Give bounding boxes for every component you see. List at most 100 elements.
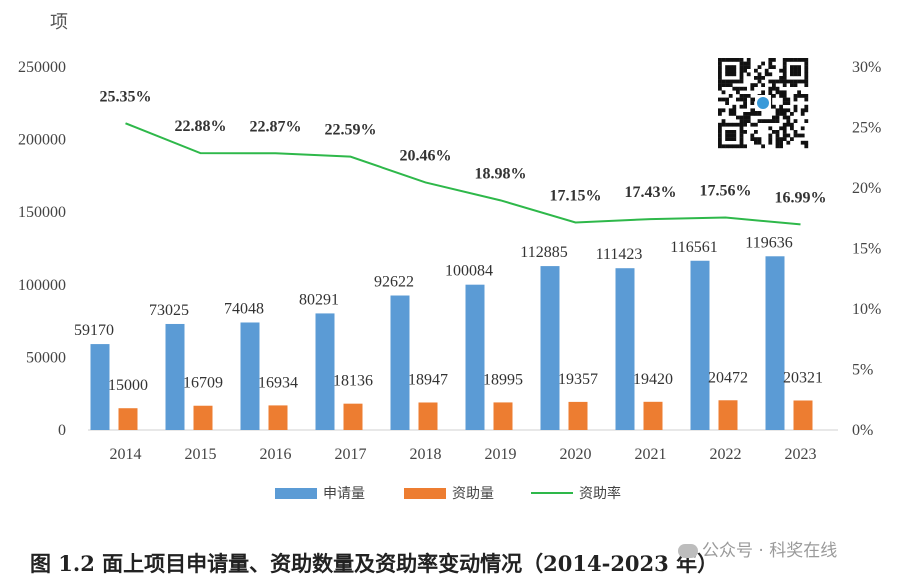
qr-module <box>750 122 755 127</box>
qr-module <box>790 137 794 141</box>
qr-module <box>746 58 751 62</box>
left-tick-label: 0 <box>58 422 66 439</box>
qr-module <box>728 65 733 69</box>
qr-module <box>790 112 794 116</box>
qr-module <box>743 97 747 102</box>
qr-module <box>800 108 805 113</box>
qr-module <box>739 122 744 127</box>
qr-module <box>732 133 737 138</box>
watermark-text: 公众号 · 科奖在线 <box>702 541 838 561</box>
qr-module <box>757 79 762 84</box>
qr-module <box>793 72 798 77</box>
rate-value-label: 17.15% <box>550 187 602 204</box>
qr-module <box>764 72 769 77</box>
bar-applications <box>165 323 185 430</box>
qr-module <box>786 58 791 62</box>
qr-module <box>739 79 744 84</box>
bar-applications <box>465 284 485 430</box>
qr-module <box>782 122 787 127</box>
rate-polyline <box>125 122 801 226</box>
x-tick-label: 2016 <box>260 446 292 463</box>
qr-module <box>736 90 740 95</box>
bar-funded <box>343 403 363 430</box>
qr-module <box>782 83 787 87</box>
qr-module <box>782 115 787 120</box>
qr-module <box>736 97 740 102</box>
qr-module <box>739 76 744 80</box>
bar-funded <box>718 400 738 430</box>
qr-module <box>804 61 809 66</box>
bar-funded <box>193 405 213 430</box>
qr-module <box>782 108 787 113</box>
qr-module <box>743 61 747 66</box>
bar-applications <box>690 260 710 430</box>
qr-module <box>746 94 751 98</box>
qr-module <box>718 137 722 141</box>
qr-module <box>782 58 787 62</box>
qr-module <box>718 58 722 62</box>
qr-module <box>775 133 780 138</box>
qr-module <box>761 144 765 149</box>
qr-module <box>772 119 776 123</box>
qr-module <box>739 86 744 91</box>
qr-module <box>768 119 773 123</box>
qr-module <box>793 97 798 102</box>
qr-module <box>800 94 805 98</box>
qr-module <box>728 58 733 62</box>
qr-module <box>757 140 762 145</box>
rate-value-label: 16.99% <box>775 189 827 206</box>
left-tick-label: 150000 <box>18 204 66 221</box>
bar-value-label: 73025 <box>149 302 189 319</box>
qr-module <box>782 90 787 95</box>
qr-code-image <box>716 56 810 150</box>
qr-module <box>757 76 762 80</box>
qr-module <box>718 72 722 77</box>
qr-module <box>797 72 801 77</box>
qr-module <box>739 65 744 69</box>
qr-module <box>743 112 747 116</box>
bar-funded <box>493 402 513 430</box>
qr-module <box>750 97 755 102</box>
qr-module <box>750 112 755 116</box>
x-tick-label: 2021 <box>635 446 667 463</box>
qr-module <box>728 68 733 73</box>
qr-module <box>728 79 733 84</box>
legend-label: 资助量 <box>452 486 494 502</box>
qr-module <box>736 86 740 91</box>
qr-module <box>754 83 758 87</box>
qr-module <box>790 83 794 87</box>
qr-module <box>793 79 798 84</box>
left-axis-unit: 项 <box>50 12 68 33</box>
qr-module <box>725 101 729 105</box>
qr-module <box>746 72 751 77</box>
qr-module <box>775 119 780 123</box>
figure-caption: 图 1.2 面上项目申请量、资助数量及资助率变动情况（2014-2023 年） <box>30 551 719 576</box>
qr-module <box>750 86 755 91</box>
x-tick-label: 2019 <box>485 446 517 463</box>
qr-module <box>725 83 729 87</box>
left-tick-label: 100000 <box>18 277 66 294</box>
qr-module <box>739 94 744 98</box>
qr-module <box>782 65 787 69</box>
qr-module <box>739 130 744 134</box>
qr-module <box>757 112 762 116</box>
qr-module <box>782 76 787 80</box>
qr-module <box>721 90 726 95</box>
qr-module <box>721 144 726 149</box>
qr-module <box>779 76 783 80</box>
qr-module <box>728 122 733 127</box>
qr-module <box>721 108 726 113</box>
qr-module <box>772 83 776 87</box>
qr-module <box>790 68 794 73</box>
axes: 0 50000 100000 150000 200000 250000 项 0% 5% 10% 15… <box>18 12 881 463</box>
qr-module <box>743 144 747 149</box>
qr-module <box>718 130 722 134</box>
qr-module <box>797 94 801 98</box>
qr-module <box>772 104 776 109</box>
bars <box>90 256 813 430</box>
qr-module <box>761 90 765 95</box>
right-tick-label: 20% <box>852 180 881 197</box>
qr-module <box>804 68 809 73</box>
qr-module <box>779 104 783 109</box>
